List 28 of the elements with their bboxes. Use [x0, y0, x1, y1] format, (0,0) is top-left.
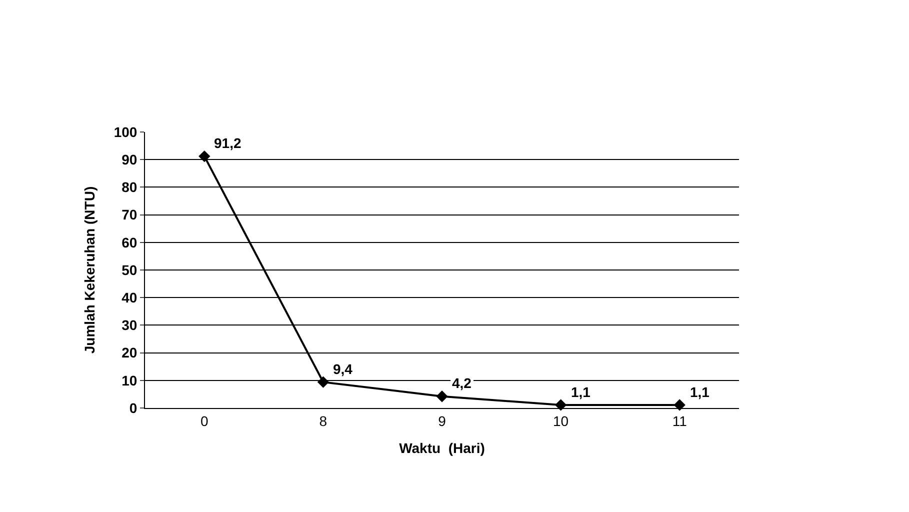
point — [436, 390, 448, 402]
data-label: 9,4 — [333, 361, 353, 377]
data-label: 1,1 — [571, 384, 591, 400]
y-tick-label: 100 — [114, 124, 138, 140]
x-tick-label: 8 — [319, 412, 328, 429]
y-tick-label: 0 — [129, 400, 138, 416]
y-tick-label: 90 — [122, 152, 138, 168]
x-tick-label: 11 — [672, 412, 688, 429]
x-tick-label: 10 — [553, 412, 569, 429]
point — [554, 399, 567, 411]
x-axis-title: Waktu (Hari) — [399, 440, 485, 456]
y-tick-label: 10 — [122, 372, 138, 388]
point — [198, 150, 210, 162]
y-tick-label: 80 — [122, 179, 138, 196]
y-tick-label: 50 — [122, 262, 138, 278]
y-tick-label: 20 — [122, 344, 138, 361]
y-tick-label: 40 — [122, 290, 138, 306]
data-label: 4,2 — [452, 375, 472, 391]
point — [317, 376, 330, 388]
y-axis-title: Jumlah Kekeruhan (NTU) — [81, 186, 98, 354]
y-tick-label: 30 — [122, 317, 138, 334]
x-tick-label: 9 — [438, 412, 446, 429]
data-label: 1,1 — [690, 384, 710, 400]
y-tick-label: 60 — [122, 234, 138, 250]
data-label: 91,2 — [214, 135, 242, 151]
x-tick-label: 0 — [200, 412, 208, 429]
point — [674, 399, 686, 411]
y-tick-label: 70 — [122, 206, 138, 223]
